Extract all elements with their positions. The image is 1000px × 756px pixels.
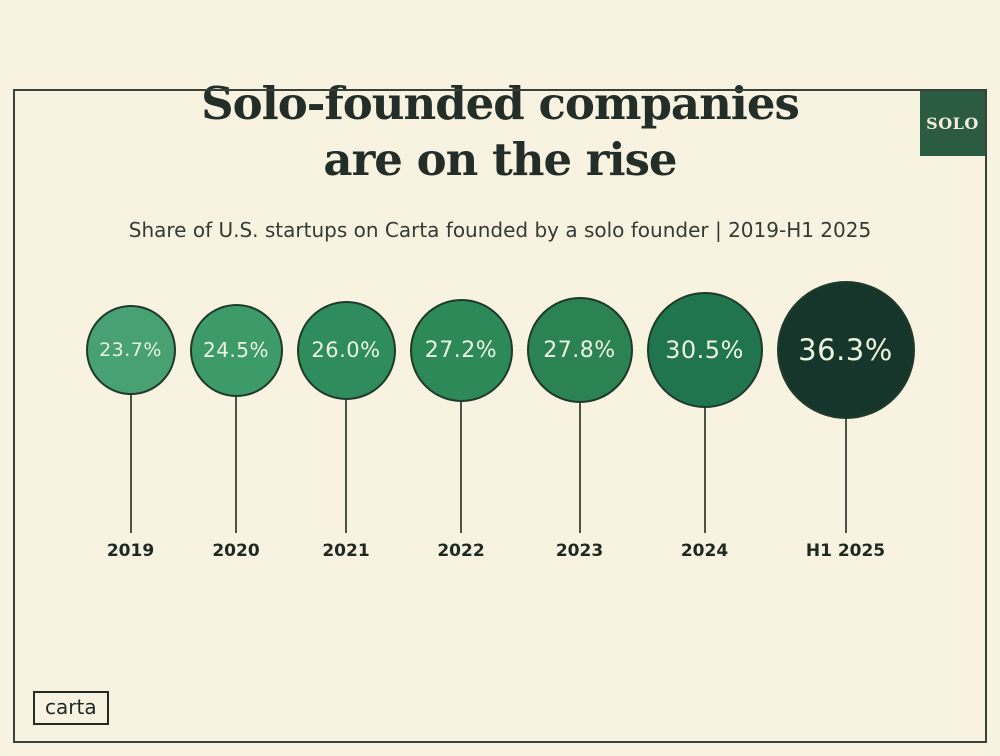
bubble-value-2024: 30.5% [665,336,744,365]
year-label-2022: 2022 [437,541,485,562]
carta-logo: carta [33,691,109,725]
year-label-2020: 2020 [212,541,260,562]
stem-2021 [345,350,347,534]
bubble-2019: 23.7% [85,305,176,396]
stem-2022 [460,350,462,534]
year-label-2019: 2019 [106,541,155,562]
bubble-group-2023: 27.8% 2023 [526,280,633,565]
bubble-group-2020: 24.5% 2020 [189,280,283,565]
bubble-value-2023: 27.8% [543,337,616,363]
bubble-group-2024: 30.5% 2024 [646,280,763,565]
bubble-group-2021: 26.0% 2021 [296,280,396,565]
bubble-value-H1 2025: 36.3% [798,333,893,368]
year-label-2021: 2021 [322,541,370,562]
bubble-group-2019: 23.7% 2019 [85,280,176,565]
stem-H1 2025 [844,350,847,534]
bubble-2022: 27.2% [409,298,513,402]
bubble-H1 2025: 36.3% [776,281,915,420]
bubble-group-2022: 27.2% 2022 [409,280,513,565]
page-title-line1: Solo-founded companies [201,77,800,130]
stem-2019 [129,350,132,534]
stem-2023 [578,350,581,534]
page-title-line2: are on the rise [323,133,677,186]
bubble-value-2021: 26.0% [311,338,381,363]
carta-logo-label: carta [45,695,97,719]
bubble-2021: 26.0% [296,300,396,400]
bubble-2020: 24.5% [189,303,283,397]
stem-2024 [703,350,706,534]
year-label-2024: 2024 [680,541,729,562]
bubble-group-H1 2025: 36.3% H1 2025 [776,280,915,565]
solo-badge-label: SOLO [926,114,979,133]
bubble-value-2020: 24.5% [202,338,270,363]
year-label-H1 2025: H1 2025 [805,541,886,562]
year-label-2023: 2023 [555,541,604,562]
solo-badge: SOLO [920,91,985,156]
page-title: Solo-founded companies are on the rise [0,76,1000,188]
page-subtitle: Share of U.S. startups on Carta founded … [128,218,872,243]
bubble-value-2022: 27.2% [424,337,498,363]
bubble-chart: 23.7% 2019 24.5% 2020 26.0% 2021 27.2% 2022 27.8… [0,280,1000,565]
bubble-value-2019: 23.7% [99,339,162,362]
bubble-2024: 30.5% [646,292,763,409]
bubble-2023: 27.8% [526,297,633,404]
stem-2020 [235,350,237,534]
